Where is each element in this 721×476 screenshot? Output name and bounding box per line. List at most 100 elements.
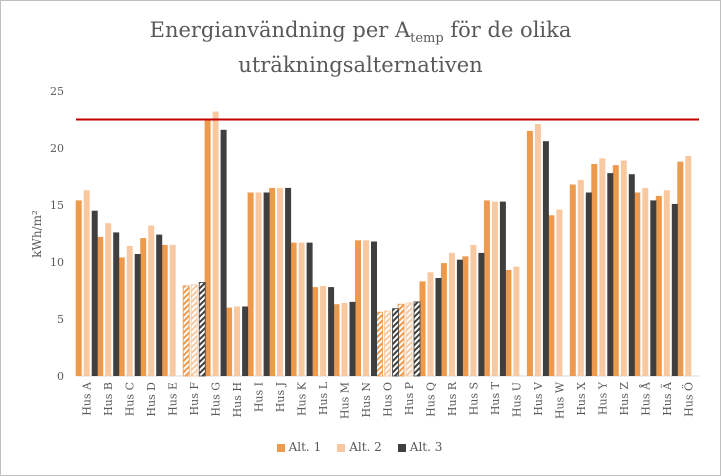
- x-tick-label: Hus C: [124, 382, 137, 416]
- x-tick-label: Hus I: [253, 382, 266, 412]
- bar: [628, 174, 635, 376]
- bar: [371, 241, 377, 376]
- bar: [226, 307, 233, 376]
- bar: [312, 287, 319, 376]
- bar: [440, 263, 447, 376]
- bar: [83, 190, 90, 376]
- bar: [363, 240, 369, 376]
- y-tick-label: 25: [50, 85, 64, 98]
- bar: [269, 187, 276, 376]
- bar: [456, 259, 463, 376]
- bar: [505, 270, 512, 376]
- bar: [607, 173, 614, 376]
- bar: [134, 254, 141, 376]
- bar: [462, 256, 469, 376]
- bar: [526, 130, 533, 376]
- bar: [198, 282, 206, 377]
- chart-title-rest: för de olika: [443, 18, 572, 42]
- bar: [349, 301, 356, 376]
- bar: [328, 287, 335, 376]
- y-tick-label: 0: [57, 370, 64, 383]
- bar: [263, 192, 270, 376]
- legend-swatch: [276, 443, 285, 452]
- y-tick-label: 5: [57, 313, 64, 326]
- bar: [677, 161, 684, 376]
- bar: [306, 242, 313, 376]
- x-tick-label: Hus X: [575, 382, 588, 416]
- chart-title-subscript: temp: [410, 31, 444, 47]
- bar: [156, 234, 163, 376]
- x-tick-label: Hus A: [81, 381, 94, 416]
- bar: [478, 252, 485, 376]
- legend-swatch: [397, 443, 406, 452]
- chart-title-line2: uträkningsalternativen: [238, 53, 483, 78]
- bar: [298, 242, 305, 376]
- bar: [161, 244, 168, 376]
- bar: [663, 190, 670, 376]
- bar: [413, 301, 421, 377]
- bar: [242, 306, 249, 376]
- bar: [499, 201, 506, 376]
- bar: [355, 240, 361, 376]
- bar: [655, 195, 662, 376]
- bar: [212, 111, 219, 376]
- x-tick-label: Hus G: [210, 382, 223, 417]
- x-tick-label: Hus V: [532, 381, 545, 416]
- x-tick-label: Hus U: [510, 382, 523, 417]
- bar: [585, 192, 592, 376]
- legend-label: Alt. 2: [349, 440, 382, 454]
- x-tick-label: Hus M: [339, 382, 352, 419]
- x-tick-label: Hus B: [102, 382, 115, 416]
- bar: [75, 200, 82, 376]
- bar: [333, 304, 340, 376]
- x-tick-label: Hus W: [553, 381, 566, 419]
- bar: [376, 311, 383, 377]
- x-tick-label: Hus N: [360, 382, 373, 418]
- bar: [569, 184, 576, 376]
- x-tick-label: Hus Y: [596, 381, 609, 415]
- legend-item: Alt. 3: [397, 440, 443, 454]
- bar: [591, 164, 598, 376]
- x-tick-label: Hus Z: [618, 382, 631, 416]
- y-tick-label: 20: [50, 142, 64, 155]
- bar: [577, 179, 584, 376]
- bar: [542, 141, 549, 376]
- bar: [118, 257, 125, 376]
- x-tick-label: Hus T: [489, 381, 502, 415]
- x-tick-label: Hus D: [145, 382, 158, 417]
- bar: [148, 225, 155, 376]
- x-tick-label: Hus K: [296, 381, 309, 416]
- bar: [105, 223, 112, 376]
- y-tick-label: 10: [50, 256, 64, 269]
- bar: [650, 200, 657, 376]
- bar: [290, 242, 297, 376]
- y-tick-label: 15: [50, 199, 64, 212]
- bar: [140, 238, 147, 376]
- bar: [234, 306, 241, 376]
- bar: [204, 119, 211, 376]
- bar: [405, 302, 413, 377]
- legend-label: Alt. 3: [409, 440, 443, 454]
- bar: [126, 246, 133, 376]
- bar: [169, 244, 176, 376]
- bar: [255, 192, 262, 376]
- bar: [671, 203, 678, 376]
- bar: [113, 232, 120, 376]
- legend-swatch: [337, 443, 346, 452]
- bar: [427, 272, 434, 376]
- bar: [285, 187, 292, 376]
- x-tick-label: Hus E: [167, 382, 180, 416]
- bar: [341, 303, 348, 376]
- chart-title-main: Energianvändning per A: [149, 18, 411, 42]
- x-tick-label: Hus J: [274, 382, 287, 412]
- legend-item: Alt. 1: [276, 440, 322, 454]
- bar: [448, 252, 455, 376]
- legend-label: Alt. 1: [288, 440, 322, 454]
- bar: [392, 308, 399, 377]
- bar: [483, 200, 490, 376]
- bar: [548, 215, 555, 376]
- bar: [320, 285, 327, 376]
- bar: [612, 165, 619, 376]
- x-tick-label: Hus R: [446, 381, 459, 416]
